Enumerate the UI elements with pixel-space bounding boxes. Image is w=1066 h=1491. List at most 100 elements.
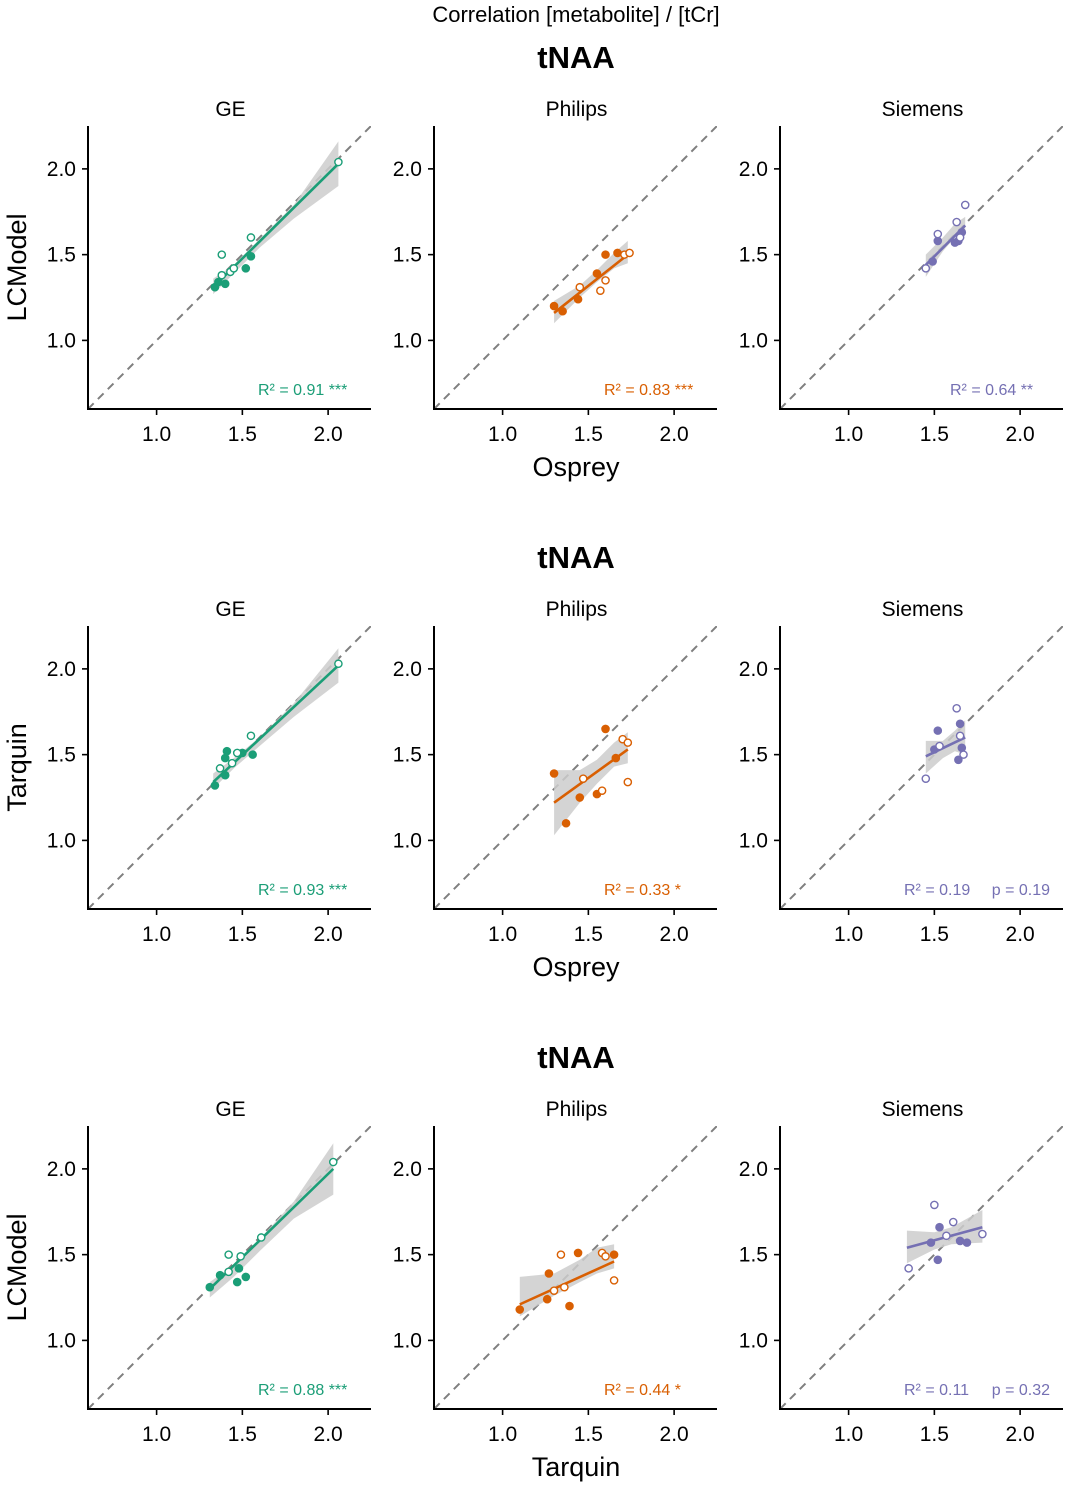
confidence-band (554, 240, 628, 324)
chart-row-2: tNAA Tarquin Osprey GE 1.0 1.0 1.5 1.5 2.0 2.0 R² … (2, 540, 1063, 982)
y-tick-label: 1.5 (47, 244, 76, 267)
fit-line (553, 253, 629, 314)
x-tick-label: 1.5 (920, 423, 949, 446)
data-point-filled (935, 1222, 944, 1232)
data-point-filled (549, 769, 559, 778)
data-point-open (236, 1252, 245, 1261)
plot-area (434, 1126, 717, 1409)
panel-title: Siemens (882, 98, 964, 121)
y-tick-label: 2.0 (739, 158, 768, 181)
data-point-filled (955, 719, 965, 729)
data-point-filled (954, 755, 963, 765)
panel-philips: Philips 1.0 1.0 1.5 1.5 2.0 2.0 R² = 0.44 * (393, 1098, 717, 1446)
data-point-open (609, 1276, 619, 1285)
y-axis-label: Tarquin (2, 723, 32, 812)
y-tick-label: 1.0 (47, 1329, 76, 1352)
data-point-open (217, 270, 227, 280)
data-point-filled (544, 1269, 554, 1278)
data-point-open (560, 1282, 569, 1292)
r-squared-label: R² = 0.64 ** (950, 382, 1033, 399)
data-point-filled (955, 1236, 965, 1246)
y-tick-label: 1.0 (739, 829, 768, 852)
data-point-filled (609, 1250, 619, 1259)
data-point-open (955, 233, 965, 242)
identity-line (434, 126, 717, 409)
data-point-open (215, 764, 225, 773)
data-point-filled (611, 753, 621, 763)
x-axis-label: Osprey (532, 952, 620, 982)
data-point-filled (962, 1238, 972, 1247)
data-point-open (334, 157, 343, 167)
plot-area (88, 626, 371, 909)
x-tick-label: 1.0 (834, 423, 863, 446)
data-point-open (601, 1252, 610, 1261)
identity-line (88, 126, 371, 409)
data-point-open (549, 1286, 559, 1295)
confidence-band (554, 732, 628, 836)
row-title: tNAA (537, 40, 615, 75)
panel-title: GE (215, 598, 245, 621)
x-axis-label: Tarquin (532, 1452, 621, 1482)
x-tick-label: 2.0 (1006, 1423, 1035, 1446)
row-title: tNAA (537, 1040, 615, 1075)
data-point-open (904, 1264, 913, 1273)
r-squared-label: R² = 0.91 *** (258, 382, 347, 399)
data-point-filled (928, 257, 937, 266)
y-tick-label: 2.0 (739, 658, 768, 681)
y-tick-label: 1.5 (47, 744, 76, 767)
panel-ge: GE 1.0 1.0 1.5 1.5 2.0 2.0 R² = 0.93 *** (47, 598, 371, 946)
data-point-open (623, 777, 633, 787)
data-point-filled (549, 301, 559, 311)
data-point-open (960, 200, 970, 210)
data-point-open (575, 282, 585, 292)
panel-title: Philips (546, 598, 608, 621)
data-point-open (229, 264, 239, 273)
data-point-open (952, 704, 961, 713)
plot-area (780, 626, 1063, 909)
x-tick-label: 1.5 (574, 423, 603, 446)
plot-area (434, 126, 717, 409)
data-point-open (596, 286, 605, 295)
x-tick-label: 2.0 (314, 1423, 343, 1446)
y-tick-label: 1.0 (739, 1329, 768, 1352)
x-tick-label: 2.0 (660, 423, 689, 446)
data-point-open (246, 731, 256, 741)
data-point-filled (926, 1238, 936, 1247)
data-point-filled (220, 279, 230, 289)
data-point-open (623, 738, 633, 747)
data-point-open (224, 1267, 233, 1277)
x-tick-label: 1.5 (228, 1423, 257, 1446)
y-tick-label: 1.0 (393, 329, 422, 352)
y-tick-label: 1.5 (47, 1244, 76, 1267)
r-squared-label: R² = 0.11 (904, 1382, 969, 1399)
identity-line (434, 626, 717, 909)
y-axis-label: LCModel (2, 213, 32, 321)
data-point-open (952, 217, 961, 227)
y-tick-label: 1.0 (47, 329, 76, 352)
data-point-open (978, 1229, 987, 1239)
panel-siemens: Siemens 1.0 1.0 1.5 1.5 2.0 2.0 R² = 0.19 p = 0.… (739, 598, 1063, 946)
data-point-filled (933, 1255, 943, 1265)
data-point-filled (613, 248, 622, 258)
data-point-filled (933, 236, 943, 246)
data-point-filled (220, 770, 230, 780)
confidence-band (213, 648, 339, 789)
x-tick-label: 1.5 (574, 1423, 603, 1446)
x-tick-label: 1.0 (488, 923, 517, 946)
y-tick-label: 1.5 (739, 1244, 768, 1267)
data-point-filled (232, 1277, 242, 1287)
chart-row-3: tNAA LCModel Tarquin GE 1.0 1.0 1.5 1.5 2.0 2.0 R²… (2, 1040, 1063, 1482)
plot-area (88, 126, 371, 409)
data-point-filled (205, 1282, 215, 1292)
data-point-filled (561, 818, 571, 828)
x-tick-label: 2.0 (314, 423, 343, 446)
x-tick-label: 2.0 (1006, 923, 1035, 946)
panel-title: Philips (546, 98, 608, 121)
data-point-filled (933, 726, 943, 735)
data-point-filled (592, 269, 602, 278)
panel-siemens: Siemens 1.0 1.0 1.5 1.5 2.0 2.0 R² = 0.64 ** (739, 98, 1063, 446)
r-squared-label: R² = 0.83 *** (604, 382, 693, 399)
data-point-filled (515, 1305, 525, 1314)
identity-line (780, 626, 1063, 909)
